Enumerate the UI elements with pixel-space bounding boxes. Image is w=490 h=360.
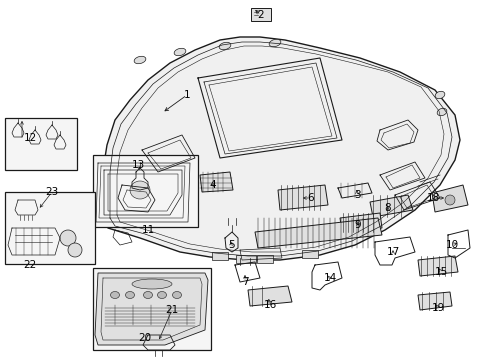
Bar [212, 252, 228, 260]
Text: 21: 21 [166, 305, 179, 315]
Text: 19: 19 [431, 303, 444, 313]
Text: 23: 23 [46, 187, 59, 197]
Ellipse shape [134, 56, 146, 64]
Bar [5, 118, 77, 170]
Text: 22: 22 [24, 260, 37, 270]
Polygon shape [340, 213, 382, 232]
Text: 15: 15 [434, 267, 448, 277]
Bar [93, 155, 198, 227]
Polygon shape [95, 273, 208, 345]
Text: 4: 4 [210, 180, 216, 190]
Text: 8: 8 [385, 203, 392, 213]
Ellipse shape [125, 292, 134, 298]
Bar [236, 255, 256, 263]
Polygon shape [370, 195, 413, 217]
Text: 7: 7 [242, 277, 248, 287]
Text: 13: 13 [131, 160, 145, 170]
Circle shape [60, 230, 76, 246]
Ellipse shape [435, 91, 445, 99]
Bar [251, 8, 271, 21]
Polygon shape [103, 37, 460, 260]
Ellipse shape [157, 292, 167, 298]
Text: 10: 10 [445, 240, 459, 250]
Text: 12: 12 [24, 133, 37, 143]
Ellipse shape [132, 279, 172, 289]
Polygon shape [255, 218, 382, 248]
Circle shape [445, 195, 455, 205]
Text: 5: 5 [228, 240, 234, 250]
Text: 1: 1 [184, 90, 190, 100]
Bar [302, 250, 318, 258]
Text: 14: 14 [323, 273, 337, 283]
Ellipse shape [437, 108, 447, 116]
Ellipse shape [144, 292, 152, 298]
Bar [257, 255, 273, 263]
Ellipse shape [174, 48, 186, 56]
Polygon shape [432, 185, 468, 212]
Ellipse shape [111, 292, 120, 298]
Circle shape [68, 243, 82, 257]
Polygon shape [200, 172, 233, 192]
Polygon shape [418, 256, 458, 276]
Bar [93, 268, 211, 350]
Ellipse shape [219, 42, 231, 50]
Text: 11: 11 [142, 225, 155, 235]
Text: 18: 18 [426, 193, 440, 203]
Ellipse shape [172, 292, 181, 298]
Bar [5, 192, 95, 264]
Ellipse shape [130, 181, 150, 199]
Polygon shape [248, 286, 292, 306]
Text: 2: 2 [258, 10, 264, 20]
Ellipse shape [269, 39, 281, 47]
Polygon shape [278, 185, 328, 210]
Text: 16: 16 [264, 300, 277, 310]
Text: 6: 6 [308, 193, 314, 203]
Text: 3: 3 [354, 190, 360, 200]
Text: 20: 20 [139, 333, 151, 343]
Polygon shape [418, 292, 452, 310]
Text: 17: 17 [387, 247, 400, 257]
Text: 9: 9 [355, 220, 361, 230]
